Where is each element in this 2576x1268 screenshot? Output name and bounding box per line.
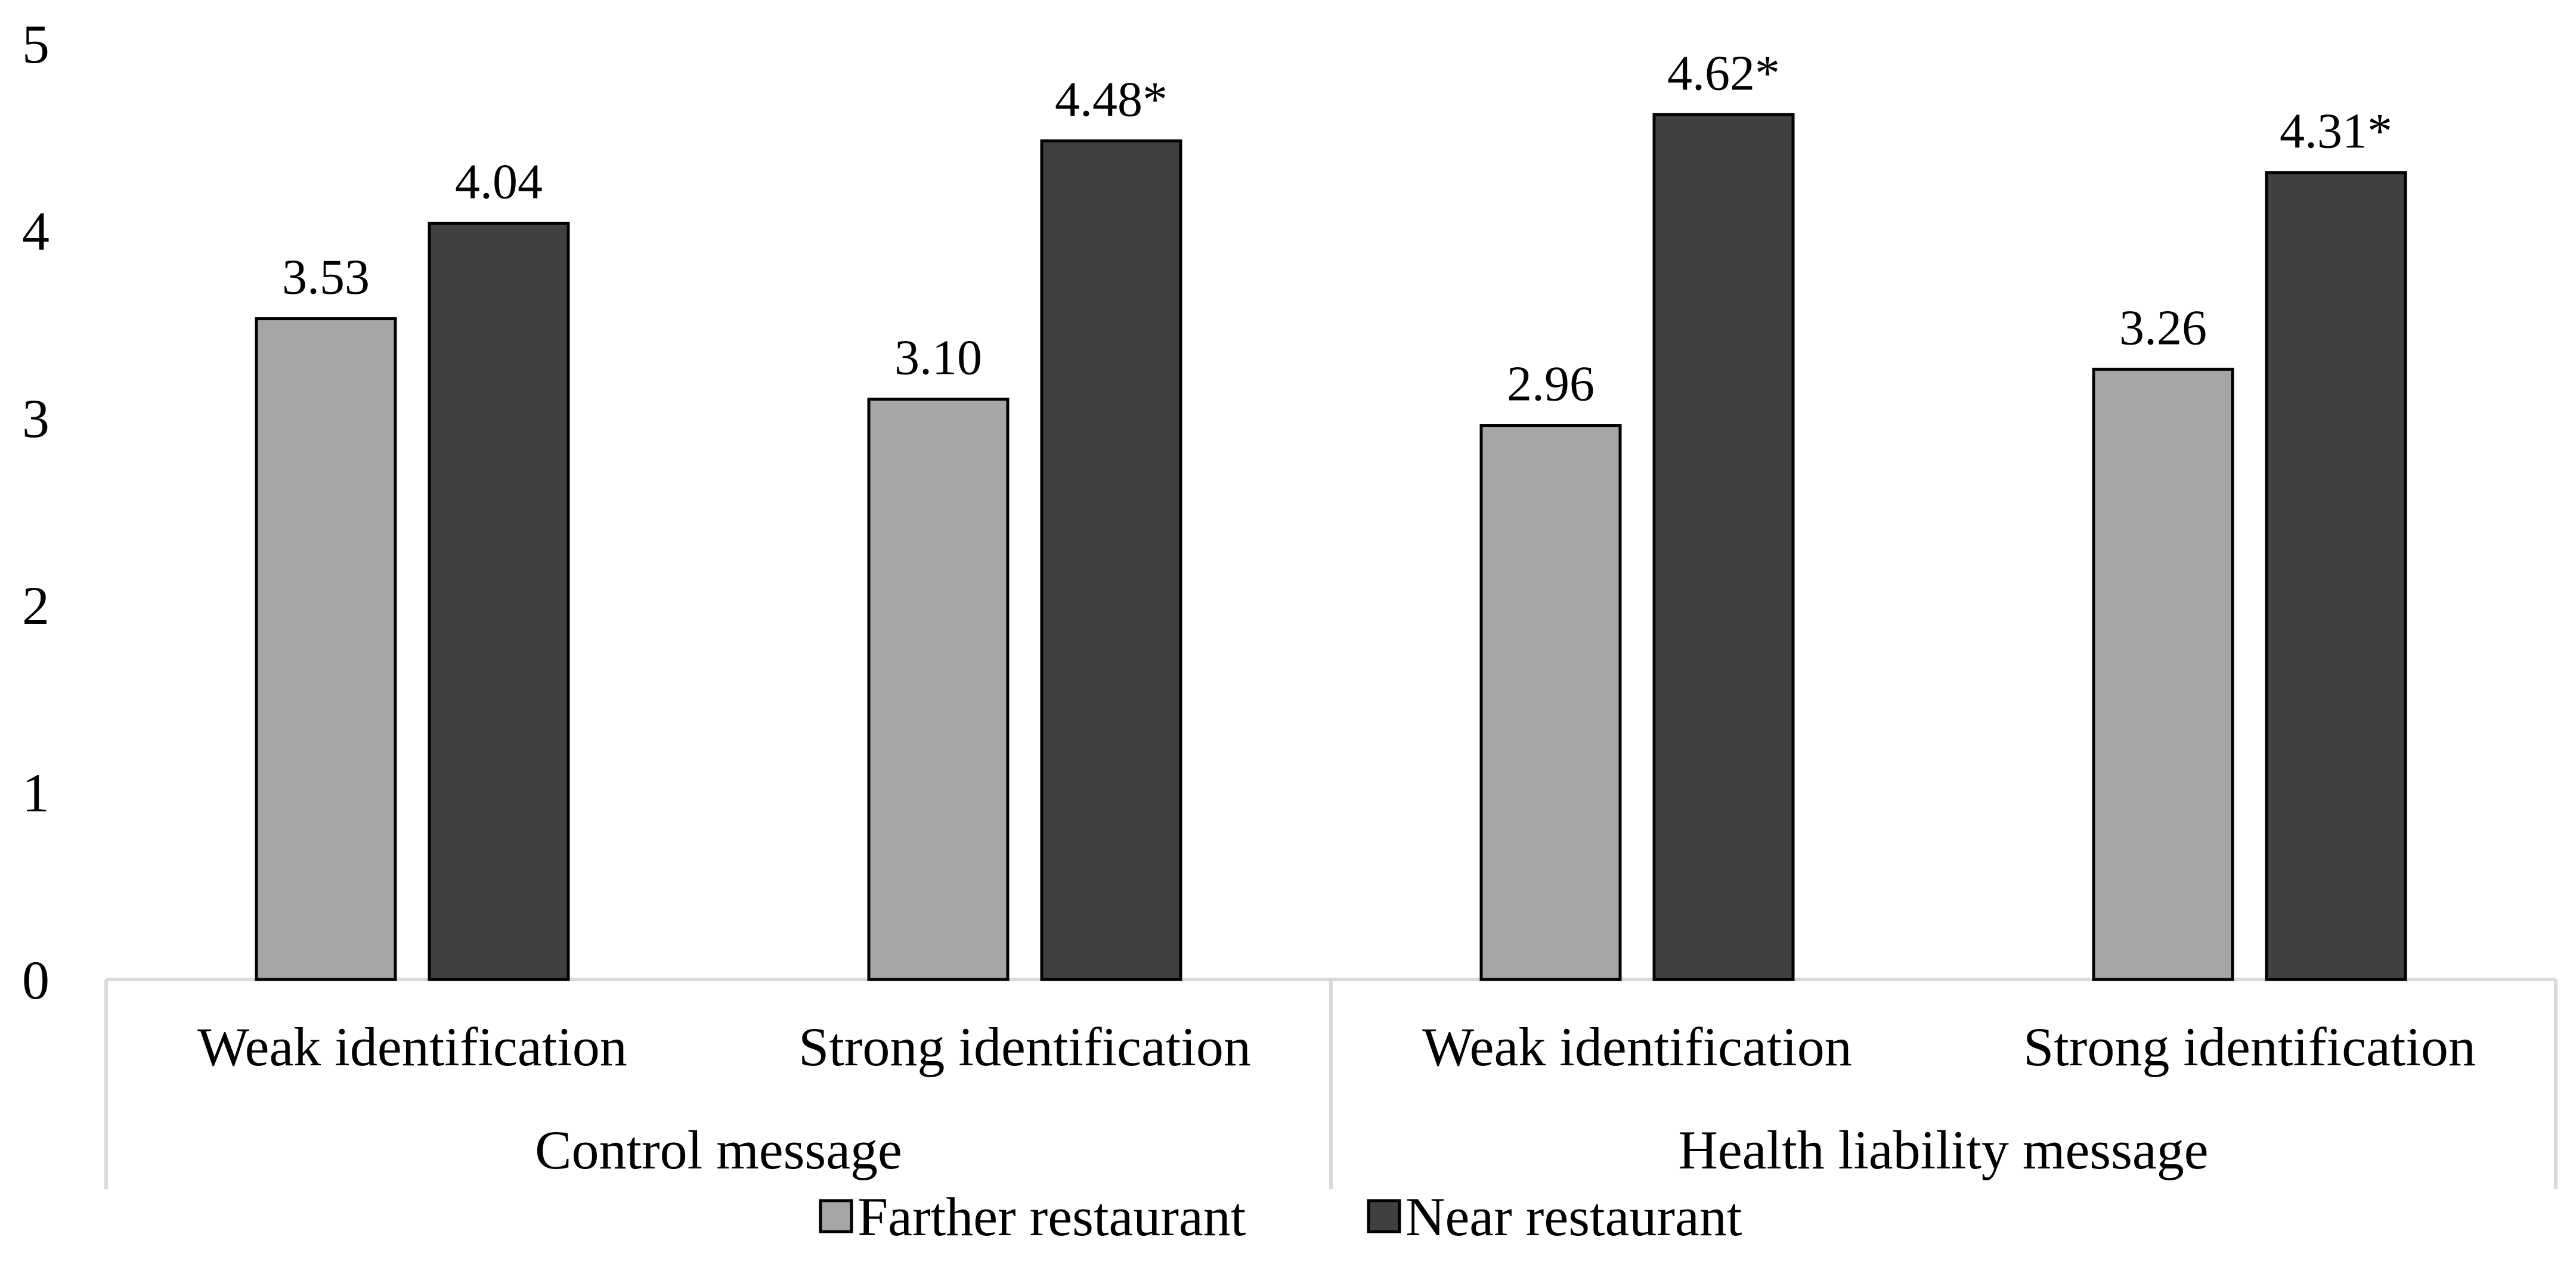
- category-label-g0-c1: Strong identification: [798, 1016, 1251, 1077]
- data-label-g1-c0-farther: 2.96: [1507, 356, 1594, 412]
- legend-swatch-farther: [819, 1199, 853, 1233]
- data-label-g0-c0-near: 4.04: [455, 154, 543, 209]
- legend-label-farther: Farther restaurant: [857, 1186, 1246, 1247]
- data-label-g1-c1-near: 4.31*: [2280, 104, 2392, 159]
- category-labels: Weak identification Strong identification…: [197, 1016, 2476, 1077]
- data-label-g1-c1-farther: 3.26: [2119, 300, 2207, 355]
- data-label-g0-c1-farther: 3.10: [894, 330, 982, 386]
- legend: Farther restaurant Near restaurant: [819, 1186, 1742, 1247]
- bar-g0-c0-near: [428, 221, 570, 981]
- bar-g0-c1-farther: [867, 398, 1010, 981]
- category-label-g1-c0: Weak identification: [1422, 1016, 1852, 1077]
- legend-swatch-near: [1367, 1199, 1401, 1233]
- data-label-g0-c1-near: 4.48*: [1055, 72, 1168, 127]
- y-axis-ticks: 0 1 2 3 4 5: [22, 14, 49, 1010]
- bars: [255, 113, 2407, 981]
- data-label-g1-c0-near: 4.62*: [1667, 45, 1780, 101]
- data-label-g0-c0-farther: 3.53: [282, 250, 370, 305]
- group-label-0: Control message: [535, 1120, 902, 1180]
- y-tick-label-5: 5: [22, 14, 49, 75]
- bar-g1-c1-near: [2265, 171, 2407, 981]
- category-label-g1-c1: Strong identification: [2023, 1016, 2476, 1077]
- bar-g0-c0-farther: [255, 317, 397, 981]
- bar-g0-c1-near: [1040, 139, 1182, 981]
- y-tick-label-2: 2: [22, 575, 49, 636]
- bar-g1-c0-farther: [1479, 424, 1622, 981]
- data-labels: 3.53 4.04 3.10 4.48* 2.96 4.62* 3.26 4.31*: [282, 45, 2392, 411]
- y-tick-label-0: 0: [22, 950, 49, 1010]
- y-tick-label-1: 1: [22, 762, 49, 823]
- y-tick-label-4: 4: [22, 201, 49, 262]
- y-tick-label-3: 3: [22, 388, 49, 449]
- category-label-g0-c0: Weak identification: [197, 1016, 627, 1077]
- legend-label-near: Near restaurant: [1405, 1186, 1742, 1247]
- group-label-1: Health liability message: [1678, 1120, 2208, 1180]
- group-labels: Control message Health liability message: [535, 1120, 2208, 1180]
- bar-g1-c1-farther: [2092, 367, 2234, 981]
- bar-g1-c0-near: [1652, 113, 1795, 981]
